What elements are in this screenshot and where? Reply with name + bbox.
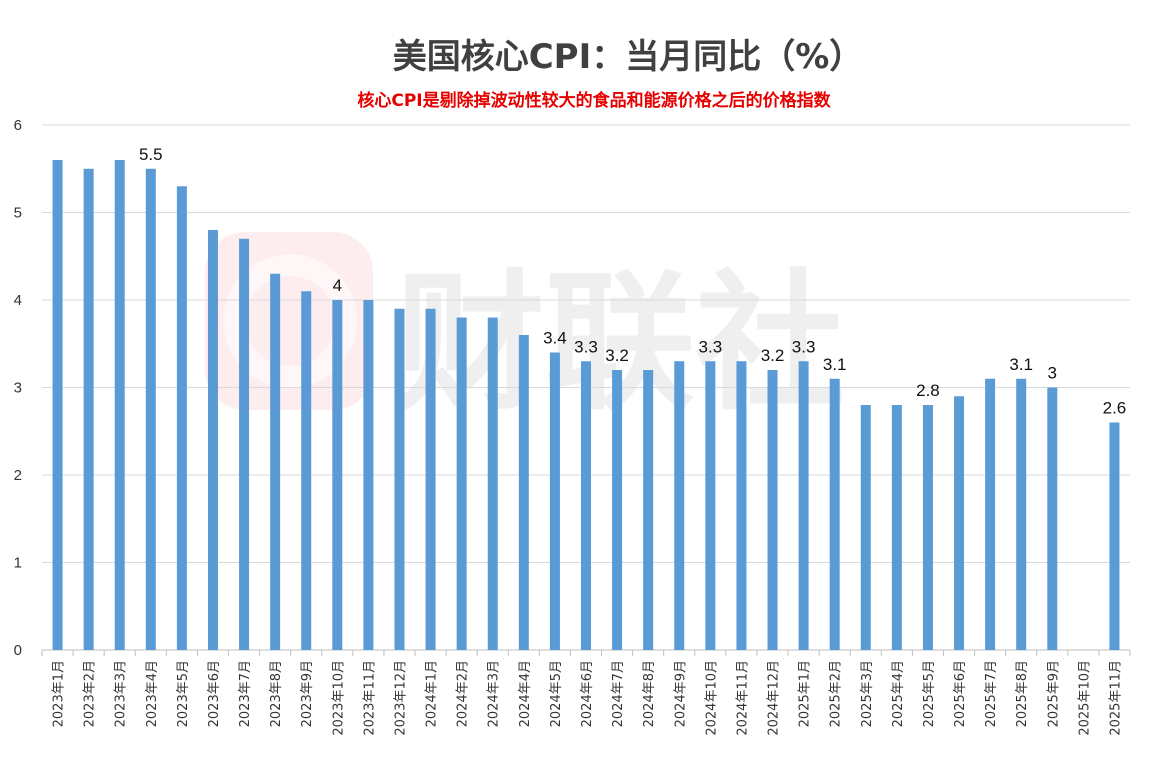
bar [114,160,125,650]
x-tick-label: 2023年9月 [300,660,315,727]
x-tick-label: 2023年4月 [145,660,160,727]
bar [1047,387,1058,650]
x-tick-label: 2023年10月 [331,660,346,736]
bars [52,160,1120,650]
bar [674,361,685,650]
bar [394,308,405,650]
y-tick-label: 4 [14,292,22,309]
data-label: 3.3 [699,337,723,356]
x-tick-label: 2025年3月 [860,660,875,727]
bar [643,370,654,650]
x-tick-label: 2024年2月 [456,660,471,727]
watermark-ring-icon [223,254,357,388]
bar [176,186,187,650]
x-tick-label: 2023年3月 [114,660,129,727]
data-label: 3.4 [543,329,567,348]
data-label: 5.5 [139,145,163,164]
chart-subtitle: 核心CPI是剔除掉波动性较大的食品和能源价格之后的价格指数 [357,90,831,111]
data-label: 3.3 [792,337,816,356]
y-tick-label: 1 [14,555,22,572]
bar [954,396,965,650]
bar [518,335,529,650]
data-labels: 5.5 4 3.4 3.3 3.2 3.3 3.2 3.3 3.1 2.8 3.1 3 2.6 [139,145,1126,418]
bar [145,168,156,650]
x-tick-label: 2024年10月 [704,660,719,736]
y-axis-ticks: 0 1 2 3 4 5 6 [14,117,22,659]
y-tick-label: 6 [14,117,22,134]
x-tick-label: 2025年2月 [829,660,844,727]
bar [829,378,840,650]
bar [456,317,467,650]
data-label: 3.2 [605,346,629,365]
data-label: 3.1 [1009,355,1033,374]
bar [736,361,747,650]
x-tick-label: 2024年3月 [487,660,502,727]
x-tick-label: 2023年7月 [238,660,253,727]
bar [612,370,623,650]
bar [301,291,312,650]
x-axis-ticks: 2023年1月 2023年2月 2023年3月 2023年4月 2023年5月 2023年… [52,660,1124,736]
data-label: 3.3 [574,337,598,356]
x-tick-label: 2024年1月 [425,660,440,727]
bar [363,300,374,650]
bar [860,405,871,650]
bar [767,370,778,650]
bar [1016,378,1027,650]
bar [985,378,996,650]
x-tick-label: 2025年1月 [798,660,813,727]
bar [425,308,436,650]
y-tick-label: 3 [14,380,22,397]
x-tick-label: 2024年4月 [518,660,533,727]
x-tick-label: 2024年11月 [735,660,750,736]
x-tick-label: 2023年12月 [393,660,408,736]
x-tick-label: 2024年9月 [673,660,688,727]
x-tick-label: 2024年8月 [642,660,657,727]
data-label: 2.6 [1103,399,1127,418]
bar [581,361,591,650]
y-tick-label: 2 [14,467,22,484]
x-tick-label: 2025年4月 [891,660,906,727]
data-label: 2.8 [916,381,940,400]
x-tick-label: 2025年10月 [1077,660,1092,736]
y-tick-label: 5 [14,205,22,222]
bar [705,361,716,650]
bar [52,160,63,650]
x-tick-label: 2024年12月 [767,660,782,736]
x-tick-label: 2023年8月 [269,660,284,727]
x-tick-label: 2025年7月 [984,660,999,727]
x-tick-label: 2025年6月 [953,660,968,727]
x-tick-label: 2025年8月 [1015,660,1030,727]
bar [549,352,560,650]
bar [239,238,250,650]
x-tick-label: 2025年9月 [1046,660,1061,727]
bar [207,230,218,650]
x-tick-label: 2023年1月 [52,660,67,727]
bar [332,300,343,650]
bar [270,273,281,650]
bar [487,317,498,650]
x-tick-label: 2025年11月 [1108,660,1123,736]
data-label: 4 [333,276,342,295]
x-tick-label: 2024年6月 [580,660,595,727]
x-tick-label: 2023年6月 [207,660,222,727]
bar [891,405,902,650]
x-tick-label: 2024年5月 [549,660,564,727]
bar [922,405,933,650]
x-tick-label: 2023年11月 [362,660,377,736]
x-tick-label: 2023年5月 [176,660,191,727]
y-tick-label: 0 [14,642,22,659]
data-label: 3.2 [761,346,785,365]
bar [798,361,809,650]
data-label: 3.1 [823,355,847,374]
x-tick-label: 2024年7月 [611,660,626,727]
bar [83,168,94,650]
chart-title: 美国核心CPI：当月同比（%） [393,37,864,77]
data-label: 3 [1048,364,1057,383]
bar [1109,422,1120,650]
x-tick-label: 2025年5月 [922,660,937,727]
x-tick-label: 2023年2月 [83,660,98,727]
